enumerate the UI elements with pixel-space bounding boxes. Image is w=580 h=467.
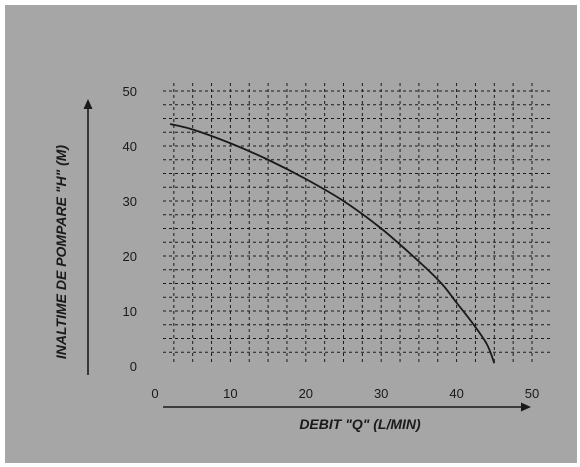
- grid: [163, 83, 550, 362]
- x-tick-label-0: 0: [151, 386, 158, 401]
- y-tick-labels: 0 10 20 30 40 50: [123, 84, 137, 374]
- y-tick-label-20: 20: [123, 249, 137, 264]
- x-tick-label-50: 50: [525, 386, 539, 401]
- y-tick-label-30: 30: [123, 194, 137, 209]
- x-tick-label-40: 40: [449, 386, 463, 401]
- axes: [83, 99, 531, 412]
- y-tick-label-50: 50: [123, 84, 137, 99]
- y-tick-label-40: 40: [123, 139, 137, 154]
- chart-panel: 0 10 20 30 40 50 0 10 20 30 40 50 DEBIT "Q" (L/MIN…: [5, 5, 577, 463]
- y-tick-label-10: 10: [123, 304, 137, 319]
- series-layer: [169, 123, 496, 364]
- y-axis-arrowhead: [83, 99, 93, 109]
- x-axis-arrowhead: [521, 402, 531, 412]
- y-tick-label-0: 0: [130, 359, 137, 374]
- pump-curve-chart: 0 10 20 30 40 50 0 10 20 30 40 50 DEBIT "Q" (L/MIN…: [53, 83, 550, 432]
- series-line-0: [169, 123, 496, 364]
- x-tick-label-30: 30: [374, 386, 388, 401]
- x-tick-labels: 0 10 20 30 40 50: [151, 386, 539, 401]
- x-tick-label-10: 10: [223, 386, 237, 401]
- x-tick-label-20: 20: [299, 386, 313, 401]
- y-axis-title: INALTIME DE POMPARE "H" (M): [53, 145, 69, 360]
- x-axis-title: DEBIT "Q" (L/MIN): [299, 416, 421, 432]
